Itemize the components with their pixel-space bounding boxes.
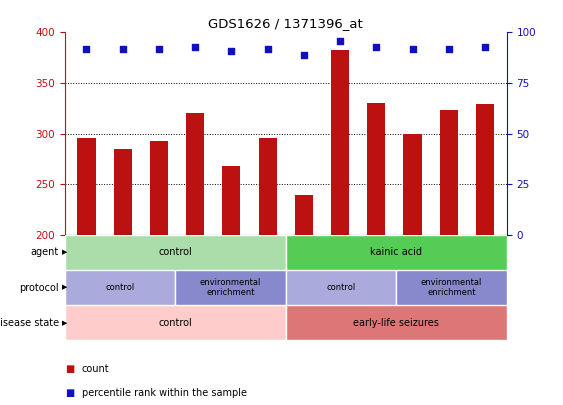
- Text: control: control: [158, 247, 192, 258]
- Bar: [286, 235, 507, 270]
- Point: [227, 47, 236, 54]
- Bar: [295, 195, 313, 235]
- Bar: [476, 104, 494, 235]
- Bar: [404, 134, 422, 235]
- Bar: [175, 270, 286, 305]
- Bar: [186, 113, 204, 235]
- Title: GDS1626 / 1371396_at: GDS1626 / 1371396_at: [208, 17, 363, 30]
- Text: disease state: disease state: [0, 318, 59, 328]
- Point: [191, 43, 200, 50]
- Bar: [222, 166, 240, 235]
- Text: control: control: [158, 318, 192, 328]
- Bar: [367, 103, 385, 235]
- Text: environmental
enrichment: environmental enrichment: [200, 278, 261, 297]
- Bar: [286, 305, 507, 340]
- Text: ▶: ▶: [62, 320, 68, 326]
- Text: early-life seizures: early-life seizures: [353, 318, 439, 328]
- Bar: [78, 138, 96, 235]
- Text: control: control: [327, 283, 356, 292]
- Bar: [286, 270, 396, 305]
- Text: protocol: protocol: [20, 283, 59, 292]
- Point: [444, 45, 453, 52]
- Text: ■: ■: [65, 388, 74, 398]
- Point: [263, 45, 272, 52]
- Point: [372, 43, 381, 50]
- Bar: [396, 270, 507, 305]
- Bar: [65, 270, 175, 305]
- Point: [82, 45, 91, 52]
- Text: agent: agent: [31, 247, 59, 258]
- Bar: [440, 110, 458, 235]
- Text: control: control: [105, 283, 135, 292]
- Bar: [258, 138, 276, 235]
- Text: percentile rank within the sample: percentile rank within the sample: [82, 388, 247, 398]
- Bar: [331, 49, 349, 235]
- Text: ▶: ▶: [62, 285, 68, 290]
- Text: environmental
enrichment: environmental enrichment: [421, 278, 482, 297]
- Point: [300, 51, 309, 58]
- Point: [154, 45, 163, 52]
- Bar: [114, 149, 132, 235]
- Text: count: count: [82, 364, 109, 373]
- Point: [480, 43, 489, 50]
- Bar: [65, 305, 286, 340]
- Point: [408, 45, 417, 52]
- Bar: [150, 141, 168, 235]
- Text: kainic acid: kainic acid: [370, 247, 422, 258]
- Text: ▶: ▶: [62, 249, 68, 256]
- Point: [336, 37, 345, 44]
- Point: [118, 45, 127, 52]
- Bar: [65, 235, 286, 270]
- Text: ■: ■: [65, 364, 74, 373]
